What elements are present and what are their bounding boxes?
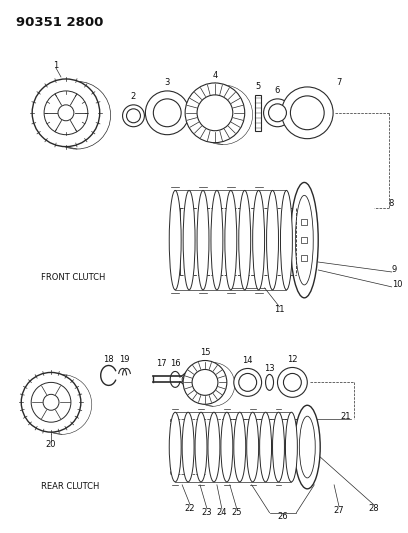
Ellipse shape — [266, 190, 279, 290]
Text: 24: 24 — [217, 508, 227, 517]
Circle shape — [32, 79, 100, 147]
Text: 19: 19 — [119, 355, 130, 364]
Text: 13: 13 — [264, 364, 275, 373]
Text: 4: 4 — [212, 70, 217, 79]
Text: 14: 14 — [242, 356, 253, 365]
Ellipse shape — [225, 190, 237, 290]
Text: 1: 1 — [53, 61, 59, 69]
Circle shape — [183, 360, 227, 404]
Ellipse shape — [295, 405, 320, 489]
Ellipse shape — [234, 368, 262, 397]
Ellipse shape — [182, 412, 194, 482]
Ellipse shape — [195, 412, 207, 482]
Text: 28: 28 — [368, 504, 379, 513]
Text: 26: 26 — [277, 512, 288, 521]
Bar — [302, 255, 307, 261]
Ellipse shape — [211, 190, 223, 290]
Text: 9: 9 — [392, 265, 397, 274]
Bar — [302, 237, 307, 243]
Ellipse shape — [273, 412, 284, 482]
Ellipse shape — [239, 374, 257, 391]
Text: 15: 15 — [200, 348, 210, 357]
Ellipse shape — [247, 412, 259, 482]
Ellipse shape — [169, 412, 181, 482]
Text: 21: 21 — [341, 411, 351, 421]
Circle shape — [44, 91, 88, 135]
Text: 20: 20 — [46, 440, 56, 449]
Ellipse shape — [253, 190, 264, 290]
Circle shape — [21, 373, 81, 432]
Ellipse shape — [208, 412, 220, 482]
Ellipse shape — [280, 190, 293, 290]
Text: 16: 16 — [170, 359, 180, 368]
Ellipse shape — [290, 182, 318, 298]
Circle shape — [192, 369, 218, 395]
Ellipse shape — [126, 109, 140, 123]
Circle shape — [185, 83, 245, 143]
Text: 8: 8 — [389, 199, 394, 208]
Text: 27: 27 — [334, 506, 344, 515]
Ellipse shape — [239, 190, 251, 290]
Ellipse shape — [284, 374, 302, 391]
Text: FRONT CLUTCH: FRONT CLUTCH — [41, 273, 106, 282]
Ellipse shape — [169, 190, 181, 290]
Text: 18: 18 — [103, 355, 114, 364]
Ellipse shape — [197, 190, 209, 290]
Text: 22: 22 — [185, 504, 195, 513]
Circle shape — [58, 105, 74, 121]
Text: 17: 17 — [156, 359, 166, 368]
Ellipse shape — [234, 412, 246, 482]
Text: 25: 25 — [231, 508, 242, 517]
Ellipse shape — [259, 412, 272, 482]
Ellipse shape — [286, 412, 297, 482]
Ellipse shape — [268, 104, 286, 122]
Text: REAR CLUTCH: REAR CLUTCH — [41, 482, 100, 491]
Ellipse shape — [290, 96, 324, 130]
Text: 11: 11 — [274, 305, 285, 314]
Ellipse shape — [266, 375, 273, 390]
Ellipse shape — [277, 367, 307, 397]
Ellipse shape — [299, 416, 315, 478]
Circle shape — [182, 375, 192, 384]
Text: 90351 2800: 90351 2800 — [16, 17, 104, 29]
Text: 2: 2 — [131, 92, 136, 101]
Text: 7: 7 — [336, 78, 342, 87]
Bar — [302, 219, 307, 225]
Text: 3: 3 — [164, 78, 170, 87]
Ellipse shape — [153, 99, 181, 127]
Ellipse shape — [264, 99, 291, 127]
Ellipse shape — [282, 87, 333, 139]
Text: 12: 12 — [287, 355, 298, 364]
Circle shape — [197, 95, 233, 131]
Ellipse shape — [122, 105, 144, 127]
Circle shape — [43, 394, 59, 410]
Circle shape — [31, 382, 71, 422]
Text: 10: 10 — [392, 280, 402, 289]
Text: 5: 5 — [255, 83, 260, 92]
Ellipse shape — [295, 196, 313, 285]
Bar — [255, 95, 261, 131]
Ellipse shape — [183, 190, 195, 290]
Text: 23: 23 — [202, 508, 212, 517]
Text: 6: 6 — [275, 86, 280, 95]
Ellipse shape — [221, 412, 233, 482]
Ellipse shape — [145, 91, 189, 135]
